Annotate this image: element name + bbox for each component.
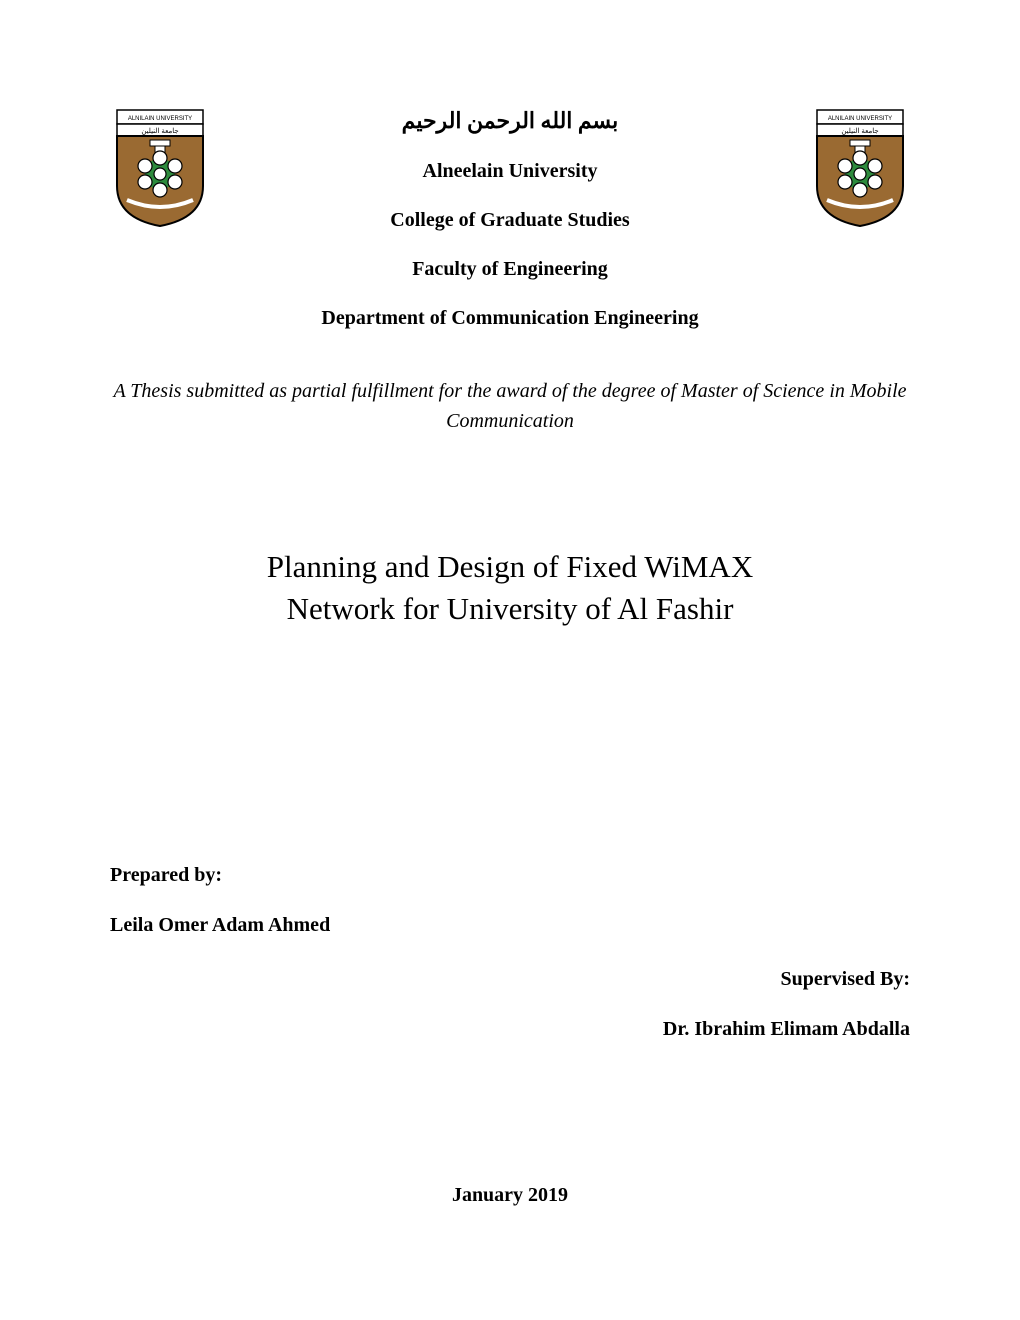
svg-text:ALNILAIN UNIVERSITY: ALNILAIN UNIVERSITY	[828, 116, 892, 122]
department-name: Department of Communication Engineering	[110, 307, 910, 330]
prepared-by-block: Prepared by: Leila Omer Adam Ahmed	[110, 860, 910, 940]
svg-text:جامعة النيلين: جامعة النيلين	[841, 127, 878, 135]
header-block: بسم الله الرحمن الرحيم Alneelain Univers…	[110, 108, 910, 330]
thesis-title-line1: Planning and Design of Fixed WiMAX	[267, 549, 753, 584]
supervised-by-block: Supervised By: Dr. Ibrahim Elimam Abdall…	[110, 964, 910, 1044]
supervisor-name: Dr. Ibrahim Elimam Abdalla	[110, 1014, 910, 1044]
bismillah-line: بسم الله الرحمن الرحيم	[110, 108, 910, 134]
prepared-by-label: Prepared by:	[110, 860, 910, 890]
thesis-title-line2: Network for University of Al Fashir	[287, 591, 734, 626]
logo-arabic-text: جامعة النيلين	[141, 127, 178, 135]
university-name: Alneelain University	[110, 160, 910, 183]
faculty-name: Faculty of Engineering	[110, 258, 910, 281]
college-name: College of Graduate Studies	[110, 209, 910, 232]
thesis-date: January 2019	[110, 1184, 910, 1207]
university-logo-left: ALNILAIN UNIVERSITY جامعة النيلين	[115, 108, 205, 228]
supervised-by-label: Supervised By:	[110, 964, 910, 994]
thesis-title-page: ALNILAIN UNIVERSITY جامعة النيلين	[0, 0, 1020, 1320]
logo-top-text: ALNILAIN UNIVERSITY	[128, 116, 192, 122]
university-logo-right: ALNILAIN UNIVERSITY جامعة النيلين	[815, 108, 905, 228]
author-name: Leila Omer Adam Ahmed	[110, 910, 910, 940]
thesis-title: Planning and Design of Fixed WiMAX Netwo…	[110, 546, 910, 630]
thesis-submission-note: A Thesis submitted as partial fulfillmen…	[110, 376, 910, 436]
